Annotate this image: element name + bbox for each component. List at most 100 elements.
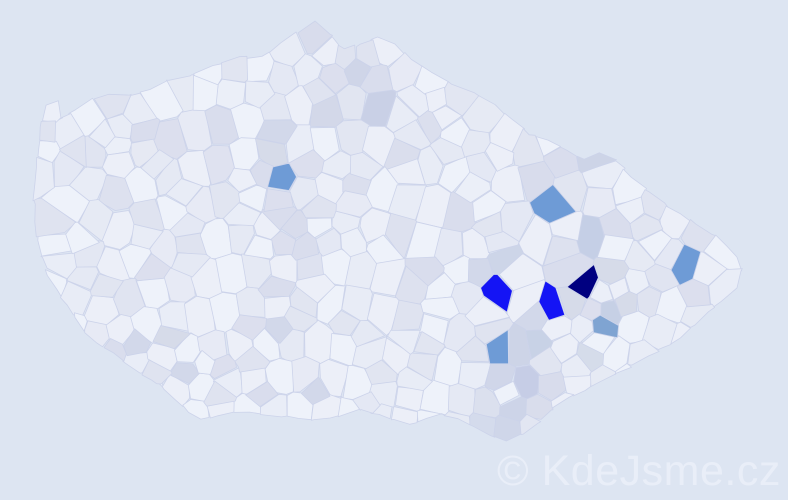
district-region[interactable] [654,238,686,270]
district-region[interactable] [615,196,645,224]
district-region[interactable] [659,205,691,239]
district-region[interactable] [493,380,520,406]
district-region[interactable] [306,217,333,239]
district-region[interactable] [244,80,276,109]
district-region-highlighted[interactable] [538,280,566,321]
district-region[interactable] [615,363,632,374]
district-region[interactable] [134,253,172,282]
district-region[interactable] [90,273,124,298]
district-region[interactable] [301,194,337,219]
district-region[interactable] [404,256,445,287]
district-region[interactable] [169,212,206,238]
district-region[interactable] [550,392,575,409]
district-region[interactable] [396,366,433,391]
district-region[interactable] [297,20,333,55]
district-region[interactable] [420,296,460,320]
district-region[interactable] [65,221,100,255]
district-region[interactable] [231,314,268,341]
district-region[interactable] [88,118,116,149]
district-region[interactable] [350,152,384,181]
district-region[interactable] [123,328,152,357]
district-region[interactable] [165,178,204,207]
district-region[interactable] [270,230,297,256]
district-region[interactable] [192,74,219,111]
district-region[interactable] [209,353,237,379]
district-region[interactable] [300,376,331,405]
district-region[interactable] [141,359,173,385]
district-region[interactable] [484,142,515,172]
district-region-highlighted[interactable] [670,243,702,286]
district-region[interactable] [315,227,342,257]
district-region[interactable] [352,391,381,414]
district-region[interactable] [263,188,294,212]
district-region[interactable] [582,187,617,218]
district-region[interactable] [365,166,400,213]
district-region[interactable] [670,321,691,345]
district-region[interactable] [32,157,55,202]
district-region[interactable] [464,296,510,327]
district-region[interactable] [471,211,503,238]
district-region[interactable] [130,117,161,143]
highlighted-districts-layer[interactable] [267,163,702,365]
district-region-highlighted[interactable] [480,274,513,313]
district-region[interactable] [498,253,546,291]
district-region[interactable] [102,151,136,179]
district-region[interactable] [203,380,237,407]
district-region[interactable] [469,412,497,438]
district-region[interactable] [259,393,288,418]
district-region[interactable] [59,135,87,168]
district-region[interactable] [327,310,361,336]
district-region[interactable] [365,234,405,264]
district-region-highlighted[interactable] [267,163,297,191]
district-region[interactable] [528,346,563,376]
district-region[interactable] [39,120,56,143]
district-region[interactable] [386,158,426,186]
district-region[interactable] [311,36,339,67]
district-region[interactable] [535,136,561,157]
district-region[interactable] [543,146,580,179]
district-region[interactable] [60,280,92,316]
district-region[interactable] [152,325,192,350]
district-region[interactable] [223,202,262,226]
district-region-highlighted[interactable] [529,184,577,224]
district-region[interactable] [508,322,532,367]
district-region[interactable] [703,234,743,272]
district-region[interactable] [589,279,614,304]
district-region[interactable] [413,331,445,356]
district-region[interactable] [171,252,211,278]
district-region[interactable] [396,84,429,118]
district-region[interactable] [130,223,164,250]
district-region[interactable] [677,277,711,308]
district-region-highlighted[interactable] [592,314,619,338]
district-region[interactable] [540,315,573,342]
district-region[interactable] [356,39,381,68]
district-region-highlighted[interactable] [485,329,509,365]
district-region[interactable] [257,275,296,298]
district-region[interactable] [103,338,127,362]
district-region[interactable] [221,55,248,83]
district-region[interactable] [302,77,337,106]
district-region[interactable] [431,105,463,131]
district-region[interactable] [490,164,526,203]
district-region[interactable] [525,393,554,420]
district-region[interactable] [616,310,650,344]
district-region[interactable] [44,269,68,298]
district-region-highlighted[interactable] [566,264,599,300]
district-region[interactable] [416,409,446,423]
district-region[interactable] [614,291,638,318]
district-region[interactable] [227,167,258,193]
district-region[interactable] [590,364,617,387]
district-region[interactable] [140,149,175,180]
district-region[interactable] [542,252,595,289]
district-region[interactable] [455,335,490,363]
district-region[interactable] [84,320,110,348]
district-region[interactable] [364,359,398,385]
district-region[interactable] [468,258,494,288]
district-region[interactable] [350,320,386,348]
district-region[interactable] [386,329,421,355]
district-region[interactable] [340,227,367,258]
district-region[interactable] [391,406,419,425]
district-region[interactable] [289,176,320,211]
